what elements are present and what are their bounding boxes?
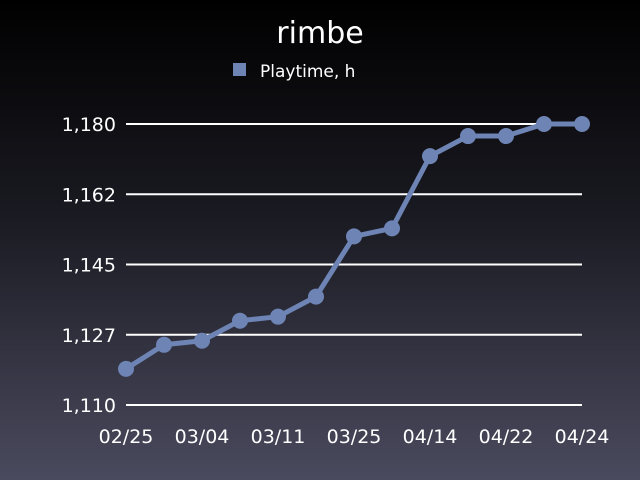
chart-title: rimbe [276, 16, 363, 51]
data-point [536, 116, 552, 132]
gridlines [126, 123, 582, 406]
data-point [232, 312, 248, 329]
legend-label: Playtime, h [260, 62, 355, 82]
data-point [460, 128, 476, 145]
data-point [346, 228, 362, 245]
data-point [118, 360, 134, 377]
data-point [574, 116, 590, 132]
series-playtime [118, 116, 590, 377]
y-tick-label: 1,110 [62, 395, 116, 417]
y-tick-label: 1,162 [62, 184, 116, 206]
data-point [194, 332, 210, 349]
data-point [270, 308, 286, 325]
y-axis-tick-labels: 1,110 1,127 1,145 1,162 1,180 [62, 114, 116, 417]
y-tick-label: 1,180 [62, 114, 116, 136]
series-line [124, 121, 582, 371]
x-tick-label: 04/22 [479, 426, 534, 448]
x-tick-label: 03/11 [251, 426, 306, 448]
y-tick-label: 1,145 [62, 255, 116, 277]
x-tick-label: 03/04 [175, 426, 230, 448]
legend: Playtime, h [233, 62, 355, 82]
data-point [156, 336, 172, 353]
data-point [422, 148, 438, 165]
legend-swatch [233, 63, 246, 76]
data-point [384, 220, 400, 237]
x-tick-label: 03/25 [327, 426, 382, 448]
x-tick-label: 04/14 [403, 426, 458, 448]
data-point [308, 288, 324, 305]
x-tick-label: 02/25 [99, 426, 154, 448]
x-tick-label: 04/24 [555, 426, 610, 448]
data-point [498, 128, 514, 145]
y-tick-label: 1,127 [62, 325, 116, 347]
x-axis-tick-labels: 02/25 03/04 03/11 03/25 04/14 04/22 04/24 [99, 426, 610, 448]
